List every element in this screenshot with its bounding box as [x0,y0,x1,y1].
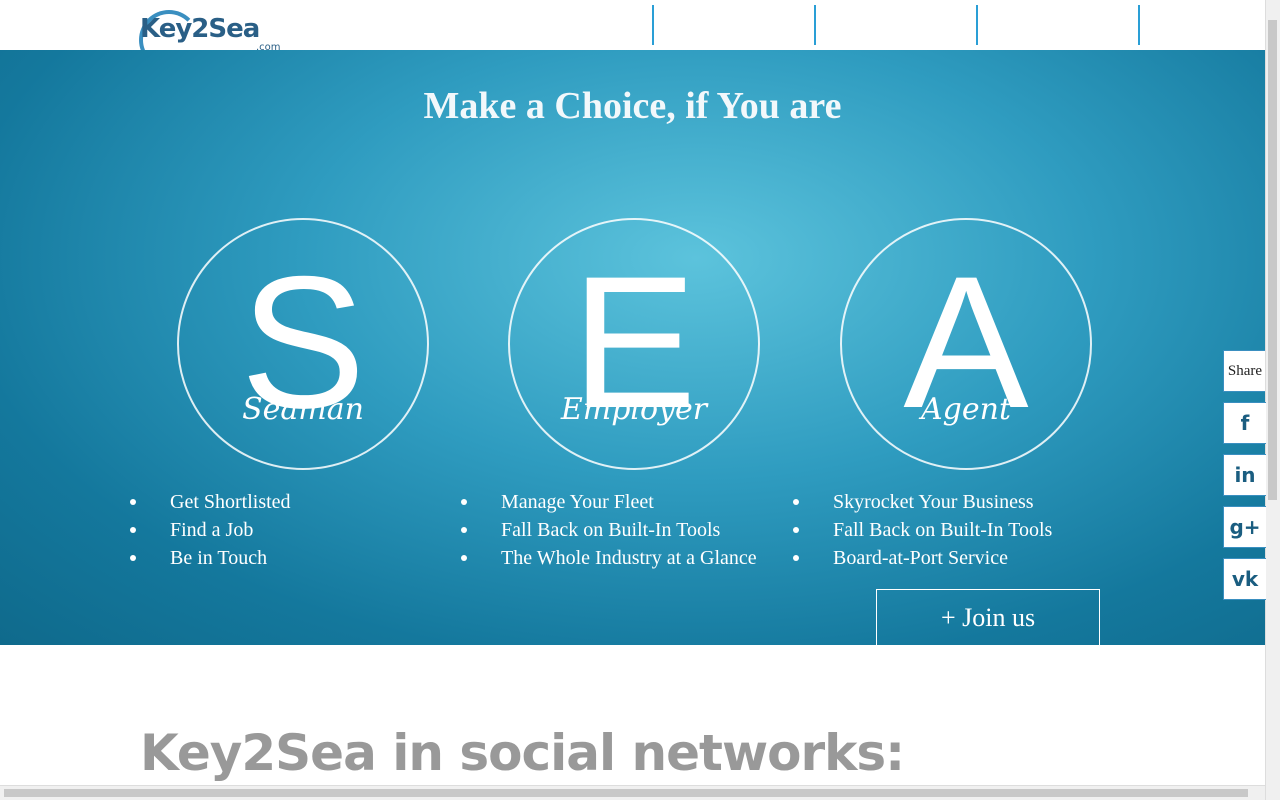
choice-circle[interactable]: E Employer [508,218,760,470]
share-label: Share [1223,350,1266,392]
social-heading: Key2Sea in social networks: [140,724,905,782]
choice-name: Employer [560,392,708,427]
share-icon[interactable]: vk [1223,558,1266,600]
feature-item: Be in Touch [130,544,291,572]
feature-item: Board-at-Port Service [792,544,1052,572]
choice-circle[interactable]: S Seaman [177,218,429,470]
choice-letter: E [571,237,697,447]
scroll-thumb[interactable] [4,789,1248,797]
choice-letter: A [903,237,1029,447]
logo[interactable]: Key2Sea [140,14,260,44]
share-icon[interactable]: g+ [1223,506,1266,548]
feature-item: Find a Job [130,516,291,544]
feature-item: Manage Your Fleet [461,488,757,516]
choice-name: Seaman [242,392,364,427]
logo-suffix: .com [256,42,281,53]
feature-list: Get Shortlisted Find a Job Be in Touch [130,488,291,572]
feature-item: Fall Back on Built-In Tools [461,516,757,544]
header: Key2Sea .com [0,0,1265,70]
choice-letter: S [240,237,366,447]
join-button[interactable]: + Join us [876,589,1100,645]
share-icon[interactable]: in [1223,454,1266,496]
scroll-thumb[interactable] [1268,20,1277,500]
nav-divider [814,5,816,45]
nav-divider [1138,5,1140,45]
feature-list: Manage Your Fleet Fall Back on Built-In T… [461,488,757,572]
hero-title: Make a Choice, if You are [423,85,842,127]
share-icon[interactable]: f [1223,402,1266,444]
choice-circle[interactable]: A Agent [840,218,1092,470]
feature-list: Skyrocket Your Business Fall Back on Buil… [792,488,1052,572]
feature-item: Skyrocket Your Business [792,488,1052,516]
nav-divider [976,5,978,45]
feature-item: Fall Back on Built-In Tools [792,516,1052,544]
logo-ring [139,10,199,70]
nav-divider [652,5,654,45]
feature-item: Get Shortlisted [130,488,291,516]
feature-item: The Whole Industry at a Glance [461,544,757,572]
choice-name: Agent [921,392,1011,427]
